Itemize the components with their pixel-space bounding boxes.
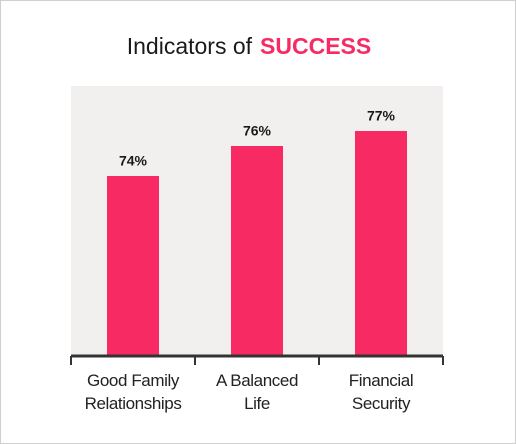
title-text: Indicators of [127,33,253,59]
x-tick-label: A Balanced Life [215,371,298,413]
x-tick-label: Financial Security [348,371,414,413]
bar [355,131,407,356]
chart-title: Indicators of SUCCESS [127,33,372,59]
value-label: 76% [243,123,272,139]
x-tick-label: Good Family Relationships [84,371,182,413]
value-label: 74% [119,153,148,169]
title-highlight: SUCCESS [260,33,371,59]
value-label: 77% [367,108,396,124]
bar [107,176,159,356]
bar [231,146,283,356]
